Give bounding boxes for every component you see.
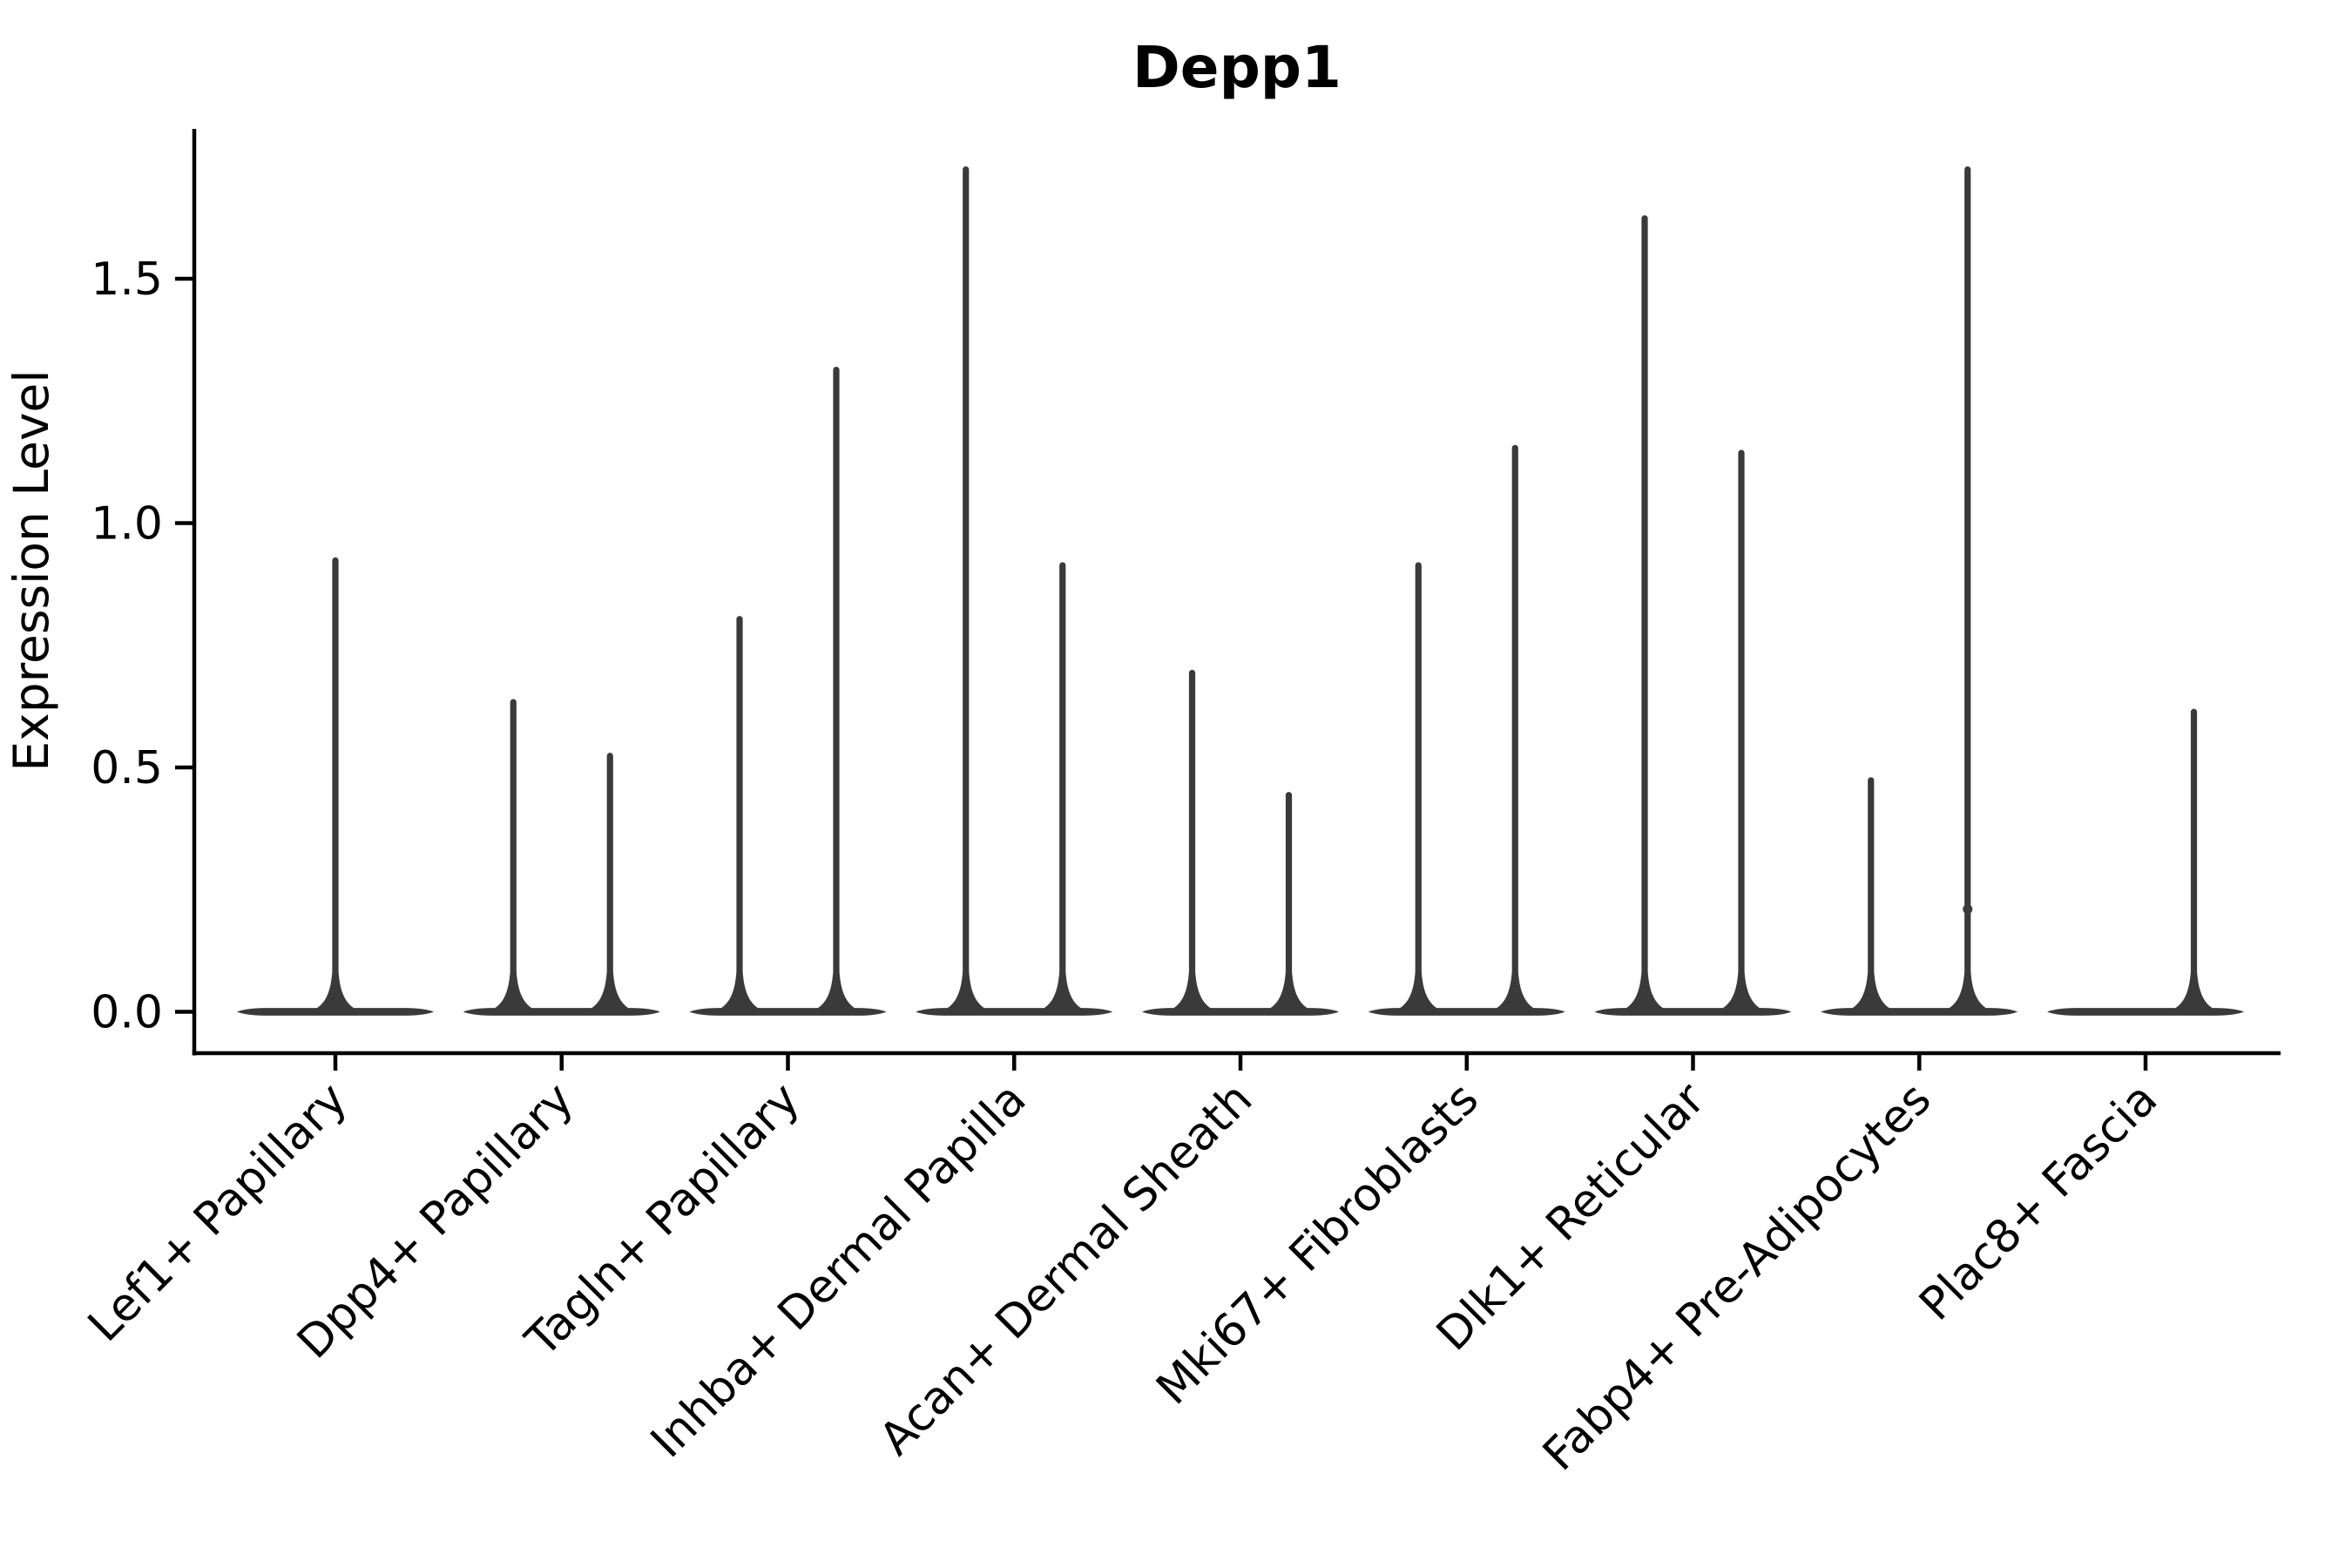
violin-tail [2169,708,2219,1011]
x-tick-label: Fabp4+ Pre-Adipocytes [1533,1073,1941,1481]
violin-base [916,1008,1113,1016]
violin-category-5 [1142,669,1339,1016]
violin-tail [311,557,360,1011]
y-axis-ticks-group: 0.0 0.5 1.0 1.5 [91,253,194,1039]
y-axis-label: Expression Level [3,369,59,771]
violin-tail [1717,449,1766,1011]
y-tick-label: 0.0 [91,987,163,1039]
x-tick-label: Acan+ Dermal Sheath [870,1073,1263,1466]
violin-category-6 [1368,444,1565,1016]
violin-base [237,1008,434,1016]
violin-category-9 [2047,708,2244,1016]
violin-tail [1264,792,1314,1011]
violin-category-1 [237,557,434,1016]
violin-base [1594,1008,1792,1016]
violin-tail [585,753,635,1011]
violin-base [2047,1008,2244,1016]
violin-tail [812,366,861,1011]
violin-tail [1943,166,1992,1011]
violin-category-7 [1594,215,1792,1016]
violin-tail [1490,444,1540,1011]
violin-base [1368,1008,1565,1016]
violin-tail [1394,562,1443,1011]
violin-tail [1846,777,1896,1011]
y-tick-label: 1.5 [91,253,163,306]
chart-title: Depp1 [1132,34,1342,101]
violin-data-point [1963,904,1973,915]
x-tick-label: Plac8+ Fascia [1909,1073,2167,1331]
violin-base [463,1008,660,1016]
violin-category-2 [463,699,660,1016]
violin-base [1142,1008,1339,1016]
violin-category-4 [916,166,1113,1016]
violin-tail [941,166,990,1011]
violins-group [237,166,2244,1016]
violin-tail [715,616,764,1011]
y-tick-label: 0.5 [91,742,163,794]
violin-category-3 [689,366,887,1016]
violin-base [689,1008,887,1016]
x-tick-label: Inhba+ Dermal Papilla [641,1073,1036,1468]
violin-tail [1620,215,1669,1011]
y-tick-label: 1.0 [91,498,163,551]
violin-tail [489,699,538,1011]
violin-tail [1037,562,1087,1011]
violin-base [1821,1008,2018,1016]
violin-category-8 [1821,166,2018,1016]
violin-tail [1167,669,1217,1011]
